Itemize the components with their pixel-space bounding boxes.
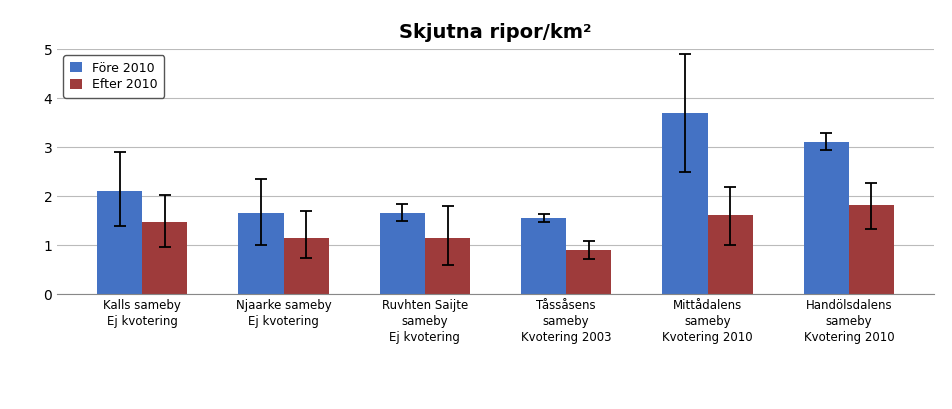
Bar — [238, 213, 284, 294]
Bar — [803, 142, 848, 294]
Legend: Före 2010, Efter 2010: Före 2010, Efter 2010 — [64, 55, 164, 98]
Bar — [521, 218, 565, 294]
Bar — [848, 204, 893, 294]
Bar — [565, 250, 611, 294]
Bar — [425, 238, 469, 294]
Bar — [142, 222, 188, 294]
Bar — [706, 215, 752, 294]
Bar — [97, 191, 142, 294]
Title: Skjutna ripor/km²: Skjutna ripor/km² — [399, 23, 591, 42]
Bar — [662, 113, 706, 294]
Bar — [379, 213, 425, 294]
Bar — [284, 238, 328, 294]
